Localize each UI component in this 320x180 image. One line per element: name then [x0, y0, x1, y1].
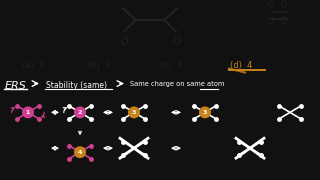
Text: Same charge on same atom: Same charge on same atom [130, 81, 224, 87]
Circle shape [74, 106, 86, 118]
Circle shape [199, 106, 211, 118]
Circle shape [74, 146, 86, 158]
Text: (b)  2: (b) 2 [88, 60, 110, 69]
Text: ERS: ERS [8, 21, 38, 35]
Text: ⁻: ⁻ [264, 16, 268, 22]
Text: (a)  1: (a) 1 [22, 60, 44, 69]
Text: O: O [120, 37, 128, 47]
Text: O: O [281, 17, 288, 26]
Text: 3: 3 [132, 110, 136, 115]
Text: O: O [281, 0, 288, 9]
Text: 2: 2 [78, 110, 82, 115]
Text: (c)  3: (c) 3 [160, 60, 182, 69]
Text: ⁻: ⁻ [131, 32, 135, 41]
Text: Stability (same): Stability (same) [46, 81, 107, 90]
Text: O: O [268, 0, 275, 9]
Text: 1: 1 [26, 110, 30, 115]
Text: (d)  4: (d) 4 [230, 60, 252, 69]
Text: O: O [172, 37, 180, 47]
Text: ⁻: ⁻ [177, 32, 181, 41]
Circle shape [22, 106, 34, 118]
Text: How many energetically equivalent resonance structures exist for the oxalate dia: How many energetically equivalent resona… [5, 1, 320, 9]
Text: 3: 3 [203, 110, 207, 115]
Circle shape [128, 106, 140, 118]
Text: ⁻: ⁻ [264, 0, 268, 6]
Text: ERS: ERS [5, 81, 27, 91]
Text: O: O [268, 17, 275, 26]
Text: 4: 4 [78, 150, 82, 155]
